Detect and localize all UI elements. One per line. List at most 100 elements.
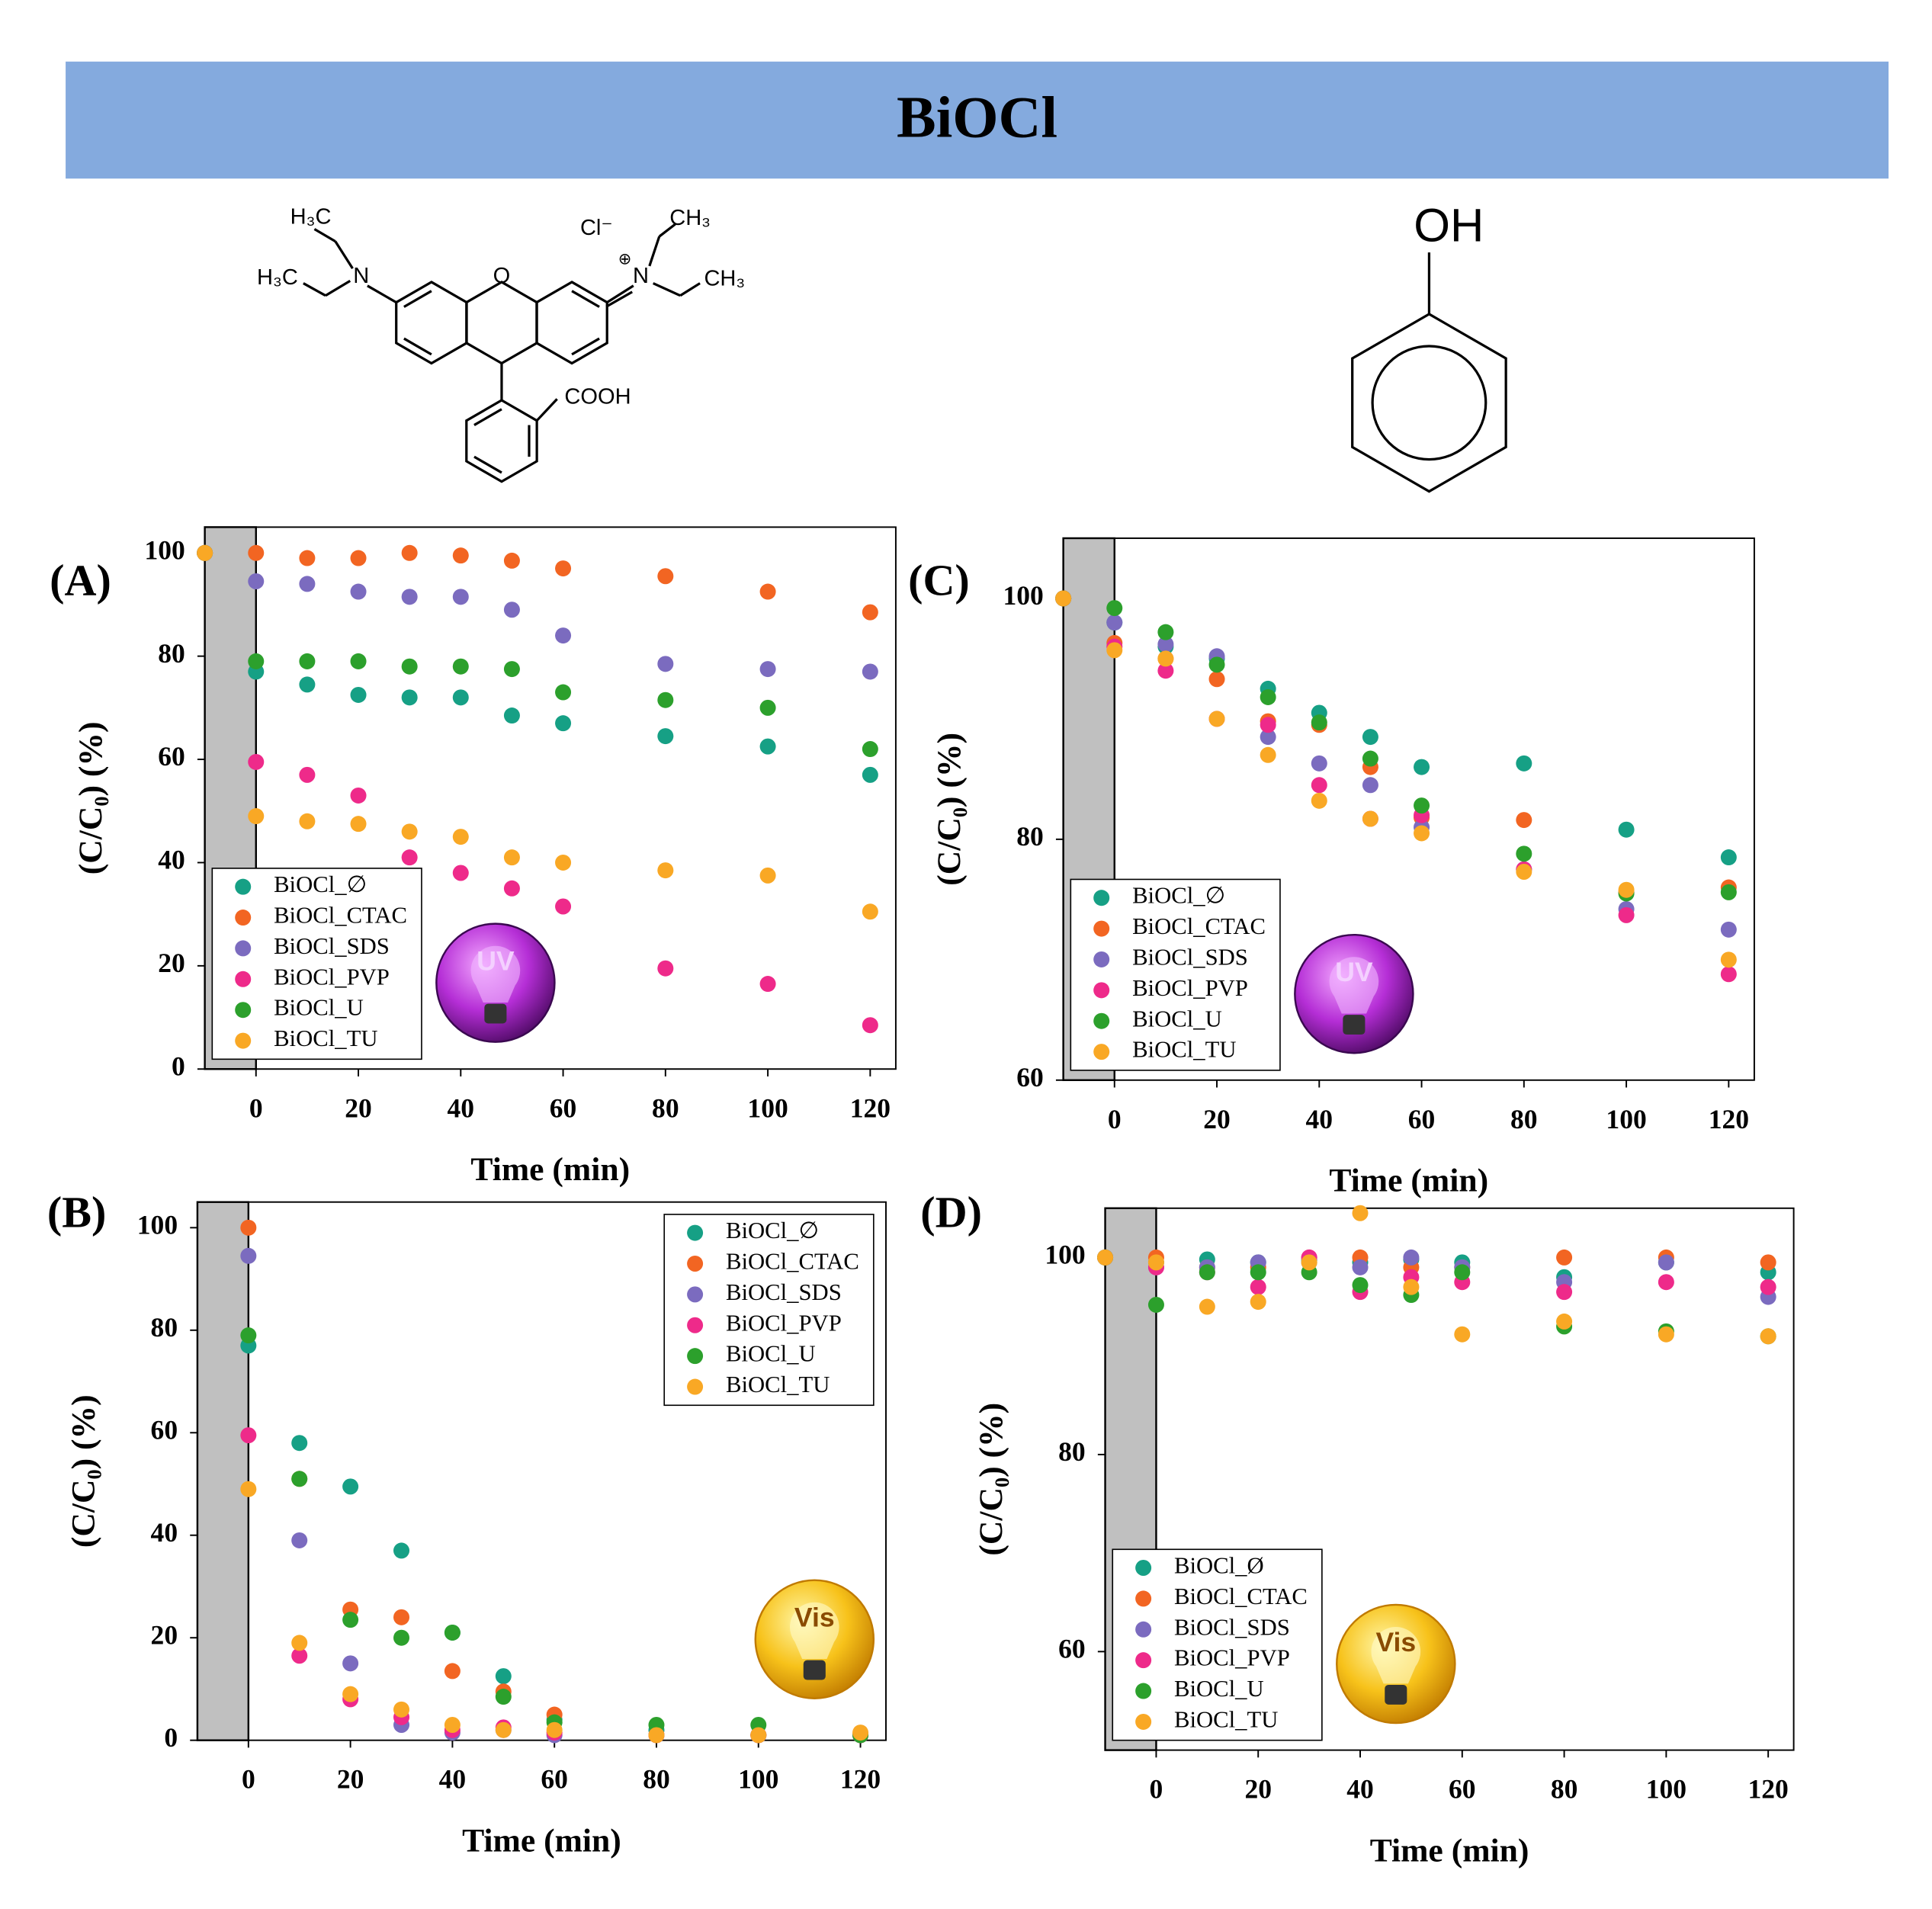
data-point xyxy=(350,583,367,600)
data-point xyxy=(393,1609,410,1625)
x-tick-label: 120 xyxy=(850,1092,891,1123)
data-point xyxy=(503,849,520,866)
data-point xyxy=(555,898,572,915)
data-point xyxy=(291,1635,308,1651)
double-bond xyxy=(473,455,502,474)
data-point xyxy=(1454,1264,1471,1281)
y-tick-label: 80 xyxy=(1016,821,1044,852)
label-bg xyxy=(669,207,711,232)
data-point xyxy=(452,547,469,564)
data-point xyxy=(759,738,776,755)
y-tick-label: 100 xyxy=(144,534,185,565)
data-point xyxy=(1760,1328,1776,1345)
atom-label: Cl⁻ xyxy=(580,216,613,240)
data-point xyxy=(648,1727,665,1744)
double-bond xyxy=(403,337,432,356)
data-point xyxy=(1516,755,1532,772)
legend-marker xyxy=(1093,982,1110,999)
y-tick-label: 20 xyxy=(158,948,185,978)
bond xyxy=(535,398,558,422)
x-tick-label: 100 xyxy=(1606,1104,1646,1134)
data-point xyxy=(657,960,674,977)
data-point xyxy=(1760,1279,1776,1295)
data-point xyxy=(401,849,418,866)
data-point xyxy=(240,1481,257,1497)
legend-marker xyxy=(1093,1044,1110,1060)
data-point xyxy=(444,1624,461,1641)
data-point xyxy=(1208,671,1225,688)
bond xyxy=(367,284,397,304)
data-point xyxy=(350,653,367,669)
double-bond xyxy=(571,290,600,308)
data-point xyxy=(401,823,418,840)
label-bg xyxy=(560,385,635,410)
panel-label: (B) xyxy=(47,1187,107,1237)
label-bg xyxy=(256,265,299,291)
x-tick-label: 20 xyxy=(337,1764,364,1795)
label-bg xyxy=(703,267,746,292)
data-point xyxy=(657,568,674,585)
legend-label: BiOCl_∅ xyxy=(726,1218,819,1243)
data-point xyxy=(291,1648,308,1664)
data-point xyxy=(1720,951,1737,968)
label-bg xyxy=(290,205,332,231)
y-tick-label: 60 xyxy=(1058,1634,1086,1664)
data-point xyxy=(350,686,367,703)
x-tick-label: 0 xyxy=(1150,1774,1163,1805)
y-tick-label: 60 xyxy=(158,741,185,772)
data-point xyxy=(759,583,776,600)
legend-marker xyxy=(687,1255,704,1272)
y-tick-label: 60 xyxy=(1016,1062,1044,1092)
data-point xyxy=(1157,663,1174,679)
legend-marker xyxy=(1135,1652,1152,1669)
data-point xyxy=(1055,590,1072,607)
data-point xyxy=(503,552,520,569)
x-tick-label: 100 xyxy=(1646,1774,1686,1805)
data-point xyxy=(240,1427,257,1444)
data-point xyxy=(555,627,572,644)
data-point xyxy=(1352,1205,1369,1221)
chart-panel: 0 20 40 60 80 100 0 20 40 60 80 100 120 Time (min) (C/… xyxy=(47,1187,887,1859)
data-point xyxy=(1658,1274,1674,1291)
atom-label: H₃C xyxy=(290,205,332,229)
legend-label: BiOCl_CTAC xyxy=(274,903,407,929)
legend-marker xyxy=(235,940,252,957)
x-tick-label: 100 xyxy=(738,1764,778,1795)
data-point xyxy=(862,1017,878,1034)
data-point xyxy=(1720,884,1737,900)
data-point xyxy=(1720,921,1737,938)
legend-label: BiOCl_∅ xyxy=(274,871,367,897)
atom-label: COOH xyxy=(564,384,631,409)
data-point xyxy=(1720,966,1737,983)
lamp-label: Vis xyxy=(794,1603,835,1633)
data-point xyxy=(1362,750,1378,767)
data-point xyxy=(862,741,878,758)
y-axis-label: (C/C₀) (%) xyxy=(66,1394,102,1548)
data-point xyxy=(299,766,316,783)
x-axis-label: Time (min) xyxy=(1370,1832,1529,1869)
label-bg xyxy=(352,265,371,290)
data-point xyxy=(452,689,469,706)
legend-marker xyxy=(235,878,252,895)
data-point xyxy=(1658,1254,1674,1271)
x-tick-label: 20 xyxy=(1244,1774,1272,1805)
atom-label: OH xyxy=(1414,200,1484,252)
data-point xyxy=(759,699,776,716)
data-point xyxy=(444,1663,461,1680)
legend-box xyxy=(1070,878,1281,1071)
data-point xyxy=(1301,1254,1317,1271)
legend-label: BiOCl_SDS xyxy=(274,933,390,959)
legend-label: BiOCl_TU xyxy=(1174,1706,1278,1732)
data-point xyxy=(1414,797,1430,814)
atom-label: CH₃ xyxy=(669,206,711,230)
data-point xyxy=(759,867,776,884)
data-point xyxy=(299,550,316,566)
data-point xyxy=(393,1701,410,1718)
data-point xyxy=(1157,650,1174,667)
data-point xyxy=(1311,714,1327,731)
y-tick-label: 100 xyxy=(137,1209,178,1240)
legend-label: BiOCl_SDS xyxy=(726,1279,842,1305)
legend-label: BiOCl_U xyxy=(1174,1676,1264,1702)
legend-label: BiOCl_TU xyxy=(274,1025,377,1051)
x-tick-label: 80 xyxy=(643,1764,670,1795)
